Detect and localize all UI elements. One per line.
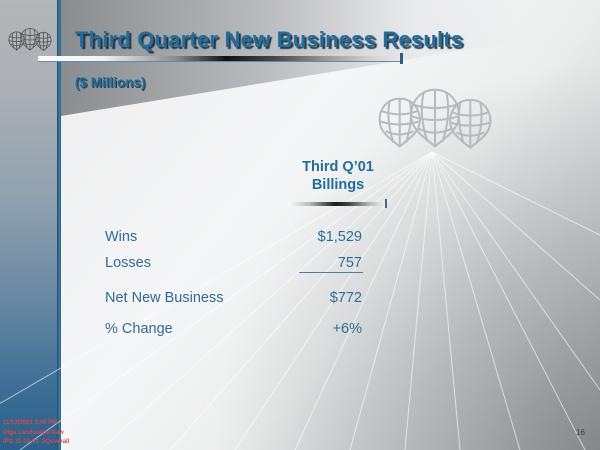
footer-template-name: Olga Landscape-New xyxy=(3,429,64,436)
subtraction-rule xyxy=(299,272,363,273)
column-header: Third Q’01 Billings xyxy=(276,158,400,194)
table-row: Net New Business $772 xyxy=(105,290,362,306)
vertical-divider-line xyxy=(57,0,61,450)
row-label-percent-change: % Change xyxy=(105,321,173,337)
page-number: 16 xyxy=(576,428,585,437)
row-label-wins: Wins xyxy=(105,229,138,245)
column-header-line1: Third Q’01 xyxy=(302,159,374,175)
footer-notes: 11/13/2001 3:46 PM Olga Landscape-New IP… xyxy=(3,419,70,448)
row-value-wins: $1,529 xyxy=(317,229,362,245)
slide-subtitle: ($ Millions) xyxy=(75,75,146,90)
row-label-losses: Losses xyxy=(105,255,151,271)
table-row: Wins $1,529 xyxy=(105,229,362,245)
table-row: Losses 757 xyxy=(105,255,362,271)
column-header-underline-rule xyxy=(288,199,387,208)
slide-title: Third Quarter New Business Results xyxy=(75,27,464,52)
globes-logo-icon xyxy=(8,28,52,51)
title-underline-rule xyxy=(38,53,403,64)
globes-watermark-icon xyxy=(378,88,492,149)
left-gradient-band xyxy=(0,0,57,450)
column-header-line2: Billings xyxy=(311,177,365,193)
footer-file-name: IPG 11-13-01_3Qoverall xyxy=(3,439,70,446)
row-value-losses: 757 xyxy=(337,255,362,271)
table-row: % Change +6% xyxy=(105,321,362,337)
row-value-percent-change: +6% xyxy=(332,321,362,337)
footer-timestamp: 11/13/2001 3:46 PM xyxy=(3,420,58,426)
row-value-net-new-business: $772 xyxy=(329,290,362,306)
row-label-net-new-business: Net New Business xyxy=(105,290,224,306)
